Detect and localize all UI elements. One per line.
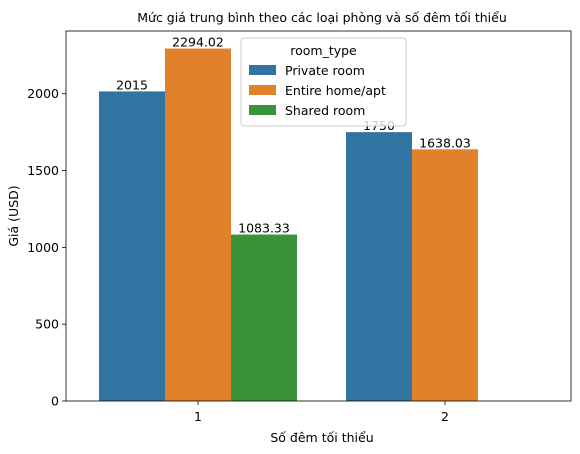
x-tick-label: 1: [194, 409, 202, 424]
legend-box: [240, 37, 407, 127]
legend-title: room_type: [290, 43, 357, 58]
legend-label: Shared room: [285, 103, 365, 118]
x-tick-label: 2: [441, 409, 449, 424]
data-label: 1083.33: [238, 221, 290, 236]
bar-entire-home-apt-2: [412, 149, 478, 401]
legend-label: Entire home/apt: [285, 83, 386, 98]
y-tick-label: 1500: [27, 163, 59, 178]
bar-shared-room-1: [231, 234, 297, 401]
y-tick-label: 500: [35, 317, 59, 332]
bar-private-room-1: [99, 91, 165, 401]
plot-frame: [65, 30, 572, 402]
x-axis-label: Số đêm tối thiểu: [270, 430, 373, 445]
y-axis-label: Giá (USD): [6, 185, 21, 246]
legend-label: Private room: [285, 63, 365, 78]
chart-title: Mức giá trung bình theo các loại phòng v…: [137, 10, 507, 25]
data-label: 1638.03: [419, 135, 471, 150]
bar-private-room-2: [346, 132, 412, 401]
legend-swatch: [249, 85, 276, 95]
y-tick-label: 2000: [27, 86, 59, 101]
plot-area: 201517502294.021638.031083.3305001000150…: [27, 35, 478, 424]
y-tick-label: 0: [51, 394, 59, 409]
data-label: 2015: [116, 77, 148, 92]
legend: room_type Private room Entire home/apt Shar…: [240, 37, 407, 127]
data-label: 2294.02: [172, 35, 224, 50]
bar-entire-home-apt-1: [165, 48, 231, 401]
legend-swatch: [249, 105, 276, 115]
legend-swatch: [249, 65, 276, 75]
y-tick-label: 1000: [27, 240, 59, 255]
